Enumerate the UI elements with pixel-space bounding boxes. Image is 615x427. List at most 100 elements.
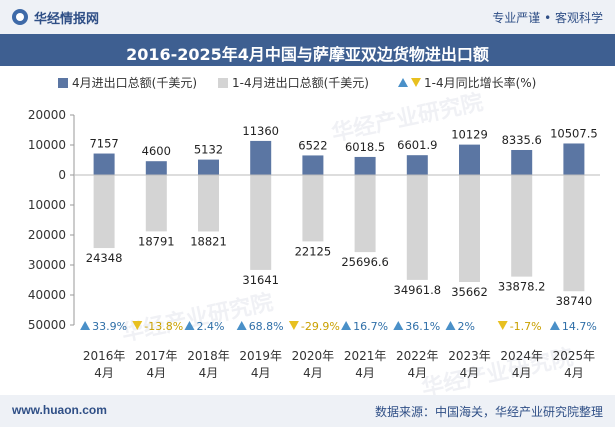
monthly-value-label: 6018.5 bbox=[345, 140, 385, 154]
site-url: www.huaon.com bbox=[12, 403, 107, 417]
cumulative-value-label: 35662 bbox=[451, 285, 488, 299]
cumulative-value-label: 24348 bbox=[86, 251, 123, 265]
cumulative-value-label: 38740 bbox=[556, 294, 593, 308]
x-tick-label-year: 2020年 bbox=[292, 349, 335, 363]
x-tick-label-month: 4月 bbox=[146, 366, 166, 380]
x-tick-label-year: 2019年 bbox=[239, 349, 282, 363]
monthly-bar bbox=[354, 156, 376, 175]
legend-cumulative-swatch-icon bbox=[218, 78, 228, 88]
legend: 4月进出口总额(千美元) 1-4月进出口总额(千美元) 1-4月同比增长率(%) bbox=[0, 72, 615, 92]
x-tick-label-year: 2021年 bbox=[344, 349, 387, 363]
cumulative-bar bbox=[250, 175, 272, 270]
x-tick-label-year: 2024年 bbox=[500, 349, 543, 363]
x-tick-label-month: 4月 bbox=[564, 366, 584, 380]
growth-rate-label: 33.9% bbox=[92, 320, 127, 333]
monthly-value-label: 6601.9 bbox=[397, 138, 437, 152]
x-tick-label-month: 4月 bbox=[512, 366, 532, 380]
growth-rate-label: 16.7% bbox=[353, 320, 388, 333]
growth-rate-label: 36.1% bbox=[405, 320, 440, 333]
growth-up-triangle-icon bbox=[184, 321, 195, 330]
cumulative-value-label: 34961.8 bbox=[394, 283, 442, 297]
brand-name: 华经情报网 bbox=[34, 12, 100, 27]
y-tick-label: 50000 bbox=[28, 318, 66, 332]
monthly-bar bbox=[511, 149, 533, 175]
legend-growth-label: 1-4月同比增长率(%) bbox=[424, 76, 537, 90]
cumulative-value-label: 25696.6 bbox=[341, 255, 389, 269]
title-bar: 2016-2025年4月中国与萨摩亚双边货物进出口额 bbox=[0, 34, 615, 66]
x-tick-label-month: 4月 bbox=[303, 366, 323, 380]
monthly-bar bbox=[459, 144, 480, 175]
cumulative-bar bbox=[406, 175, 428, 280]
x-tick-label-year: 2016年 bbox=[83, 349, 126, 363]
legend-monthly-swatch-icon bbox=[58, 78, 68, 88]
growth-up-triangle-icon bbox=[549, 321, 560, 330]
x-tick-label-month: 4月 bbox=[460, 366, 480, 380]
growth-up-triangle-icon bbox=[393, 321, 404, 330]
growth-rate-label: 14.7% bbox=[562, 320, 597, 333]
legend-cumulative-label: 1-4月进出口总额(千美元) bbox=[232, 76, 369, 90]
cumulative-bar bbox=[459, 175, 480, 282]
cumulative-value-label: 22125 bbox=[295, 244, 332, 258]
legend-up-triangle-icon bbox=[398, 78, 408, 87]
growth-rate-label: -29.9% bbox=[301, 320, 340, 333]
x-tick-label-month: 4月 bbox=[94, 366, 114, 380]
monthly-bar bbox=[563, 143, 585, 175]
cumulative-bar bbox=[198, 175, 219, 232]
legend-cumulative: 1-4月进出口总额(千美元) bbox=[218, 74, 369, 91]
x-tick-label-year: 2018年 bbox=[187, 349, 230, 363]
legend-monthly: 4月进出口总额(千美元) bbox=[58, 74, 197, 91]
x-tick-label-year: 2023年 bbox=[448, 349, 491, 363]
y-tick-label: 10000 bbox=[28, 198, 66, 212]
monthly-value-label: 6522 bbox=[298, 138, 327, 152]
cumulative-bar bbox=[354, 175, 376, 253]
cumulative-bar bbox=[93, 175, 115, 249]
growth-rate-label: 2.4% bbox=[197, 320, 225, 333]
cumulative-value-label: 33878.2 bbox=[498, 280, 546, 294]
y-tick-label: 30000 bbox=[28, 258, 66, 272]
legend-monthly-label: 4月进出口总额(千美元) bbox=[72, 76, 197, 90]
cumulative-value-label: 18821 bbox=[190, 234, 227, 248]
monthly-value-label: 8335.6 bbox=[502, 133, 542, 147]
y-tick-label: 20000 bbox=[28, 108, 66, 122]
y-tick-label: 0 bbox=[58, 168, 66, 182]
monthly-value-label: 4600 bbox=[142, 144, 171, 158]
growth-up-triangle-icon bbox=[341, 321, 352, 330]
x-tick-label-month: 4月 bbox=[355, 366, 375, 380]
brand-logo-icon bbox=[12, 9, 28, 25]
slogan: 专业严谨 • 客观科学 bbox=[492, 11, 603, 25]
monthly-value-label: 10129 bbox=[451, 128, 488, 142]
cumulative-bar bbox=[563, 175, 585, 292]
monthly-bar bbox=[302, 155, 324, 175]
y-tick-label: 20000 bbox=[28, 228, 66, 242]
monthly-bar bbox=[145, 161, 167, 175]
legend-growth: 1-4月同比增长率(%) bbox=[398, 74, 536, 91]
cumulative-value-label: 18791 bbox=[138, 234, 175, 248]
monthly-bar bbox=[198, 159, 219, 175]
x-tick-label-year: 2022年 bbox=[396, 349, 439, 363]
x-tick-label-year: 2025年 bbox=[553, 349, 596, 363]
chart-title: 2016-2025年4月中国与萨摩亚双边货物进出口额 bbox=[126, 45, 489, 64]
monthly-value-label: 7157 bbox=[89, 137, 118, 151]
growth-rate-label: 68.8% bbox=[249, 320, 284, 333]
growth-down-triangle-icon bbox=[497, 321, 508, 330]
growth-rate-label: 2% bbox=[458, 320, 475, 333]
y-tick-label: 40000 bbox=[28, 288, 66, 302]
growth-down-triangle-icon bbox=[288, 321, 299, 330]
monthly-value-label: 11360 bbox=[242, 124, 279, 138]
monthly-bar bbox=[250, 140, 272, 175]
growth-up-triangle-icon bbox=[236, 321, 247, 330]
monthly-bar bbox=[93, 153, 115, 175]
x-tick-label-month: 4月 bbox=[407, 366, 427, 380]
cumulative-value-label: 31641 bbox=[242, 273, 279, 287]
footer-bar: www.huaon.com 数据来源：中国海关，华经产业研究院整理 bbox=[0, 395, 615, 427]
x-tick-label-year: 2017年 bbox=[135, 349, 178, 363]
growth-rate-label: -1.7% bbox=[510, 320, 542, 333]
cumulative-bar bbox=[145, 175, 167, 232]
data-source: 数据来源：中国海关，华经产业研究院整理 bbox=[374, 405, 603, 419]
y-tick-label: 10000 bbox=[28, 138, 66, 152]
growth-rate-label: -13.8% bbox=[144, 320, 183, 333]
cumulative-bar bbox=[302, 175, 324, 242]
cumulative-bar bbox=[511, 175, 533, 277]
growth-up-triangle-icon bbox=[445, 321, 456, 330]
monthly-value-label: 5132 bbox=[194, 143, 223, 157]
